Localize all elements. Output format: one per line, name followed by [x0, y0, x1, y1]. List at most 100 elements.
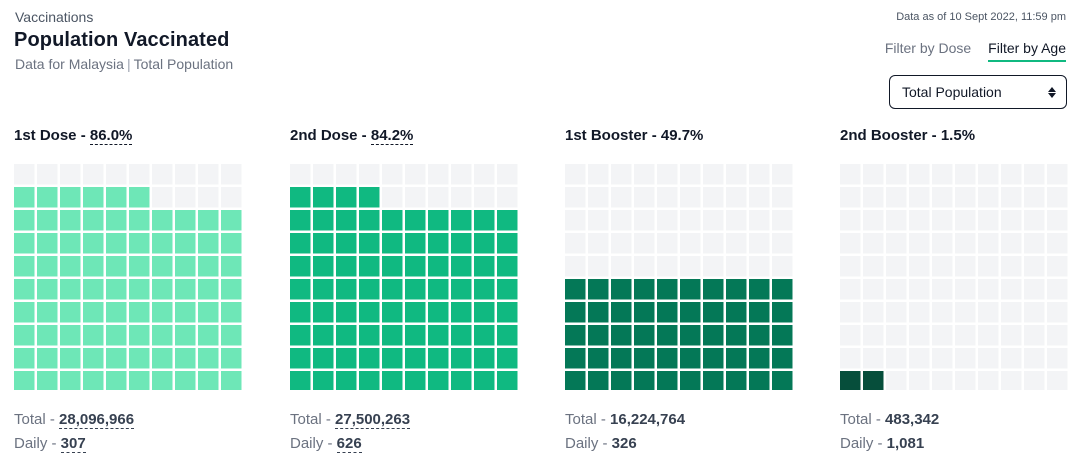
waffle-cell-empty: [1024, 325, 1045, 346]
dose-label: 1st Dose -: [14, 127, 90, 144]
waffle-cell-empty: [634, 187, 655, 208]
total-value: 483,342: [885, 411, 940, 428]
waffle-cell-empty: [657, 233, 678, 254]
total-label: Total -: [840, 411, 886, 428]
waffle-cell-filled: [152, 256, 173, 277]
waffle-cell-filled: [611, 348, 632, 369]
waffle-cell-filled: [290, 325, 311, 346]
waffle-cell-empty: [749, 187, 770, 208]
waffle-cell-empty: [863, 325, 884, 346]
waffle-cell-filled: [129, 187, 150, 208]
waffle-cell-empty: [428, 187, 449, 208]
waffle-cell-filled: [863, 371, 884, 390]
waffle-chart: [14, 164, 242, 390]
waffle-cell-empty: [1047, 325, 1068, 346]
waffle-cell-empty: [451, 187, 472, 208]
waffle-cell-empty: [1001, 348, 1022, 369]
waffle-cell-empty: [955, 233, 976, 254]
waffle-cell-filled: [14, 210, 35, 231]
waffle-cell-empty: [886, 233, 907, 254]
waffle-cell-empty: [863, 302, 884, 323]
waffle-cell-empty: [886, 164, 907, 185]
waffle-cell-empty: [772, 210, 793, 231]
waffle-cell-filled: [175, 256, 196, 277]
dose-percent[interactable]: 86.0%: [89, 127, 133, 145]
waffle-cell-filled: [198, 371, 219, 390]
waffle-cell-empty: [611, 187, 632, 208]
waffle-cell-filled: [359, 210, 380, 231]
waffle-cell-empty: [978, 348, 999, 369]
tab-filter-by-dose[interactable]: Filter by Dose: [884, 40, 972, 56]
waffle-cell-filled: [405, 371, 426, 390]
waffle-cell-empty: [863, 210, 884, 231]
waffle-cell-empty: [1047, 348, 1068, 369]
data-date: Data as of 10 Sept 2022, 11:59 pm: [896, 11, 1066, 23]
waffle-cell-empty: [978, 187, 999, 208]
daily-value[interactable]: 307: [60, 435, 86, 453]
waffle-cell-empty: [909, 164, 930, 185]
waffle-cell-filled: [726, 325, 747, 346]
population-select[interactable]: Total Population: [889, 75, 1067, 109]
waffle-cell-filled: [83, 233, 104, 254]
waffle-cell-empty: [1024, 233, 1045, 254]
waffle-cell-filled: [221, 348, 242, 369]
waffle-cell-empty: [497, 164, 518, 185]
waffle-cell-filled: [290, 233, 311, 254]
waffle-cell-filled: [680, 302, 701, 323]
daily-label: Daily -: [565, 435, 612, 452]
waffle-cell-filled: [726, 348, 747, 369]
waffle-cell-empty: [703, 187, 724, 208]
waffle-cell-empty: [1047, 164, 1068, 185]
waffle-cell-filled: [313, 210, 334, 231]
dose-panel-2nd-dose: 2nd Dose - 84.2% Total - 27,500,263 Dail…: [290, 127, 518, 453]
waffle-cell-empty: [565, 164, 586, 185]
waffle-cell-empty: [359, 164, 380, 185]
tab-filter-by-age[interactable]: Filter by Age: [988, 40, 1066, 62]
waffle-cell-filled: [60, 279, 81, 300]
page-title: Population Vaccinated: [14, 29, 230, 51]
waffle-cell-empty: [588, 187, 609, 208]
waffle-cell-empty: [840, 279, 861, 300]
waffle-cell-empty: [955, 348, 976, 369]
dose-percent[interactable]: 84.2%: [370, 127, 414, 145]
waffle-cell-filled: [359, 187, 380, 208]
waffle-cell-empty: [703, 256, 724, 277]
total-value[interactable]: 27,500,263: [335, 411, 411, 429]
waffle-cell-filled: [680, 279, 701, 300]
waffle-cell-empty: [680, 187, 701, 208]
dose-stats: Total - 28,096,966 Daily - 307: [14, 408, 135, 456]
waffle-cell-empty: [978, 210, 999, 231]
waffle-cell-filled: [198, 256, 219, 277]
waffle-cell-filled: [451, 256, 472, 277]
daily-value[interactable]: 626: [336, 435, 362, 453]
waffle-cell-empty: [60, 164, 81, 185]
waffle-cell-filled: [336, 187, 357, 208]
waffle-cell-empty: [221, 187, 242, 208]
waffle-cell-empty: [886, 256, 907, 277]
dose-panel-1st-booster: 1st Booster - 49.7% Total - 16,224,764 D…: [565, 127, 793, 452]
waffle-cell-filled: [152, 233, 173, 254]
waffle-cell-filled: [405, 348, 426, 369]
waffle-cell-empty: [382, 164, 403, 185]
waffle-cell-empty: [840, 302, 861, 323]
waffle-cell-filled: [313, 371, 334, 390]
waffle-cell-filled: [106, 302, 127, 323]
waffle-cell-filled: [703, 371, 724, 390]
waffle-cell-filled: [382, 233, 403, 254]
total-label: Total -: [14, 411, 60, 428]
waffle-cell-filled: [152, 279, 173, 300]
waffle-cell-empty: [680, 210, 701, 231]
waffle-cell-filled: [336, 233, 357, 254]
waffle-cell-empty: [886, 371, 907, 390]
filter-tabs: Filter by Dose Filter by Age: [885, 40, 1066, 62]
waffle-cell-empty: [405, 187, 426, 208]
dose-percent: 49.7%: [660, 127, 704, 144]
waffle-cell-empty: [14, 164, 35, 185]
waffle-cell-filled: [83, 256, 104, 277]
waffle-cell-filled: [336, 371, 357, 390]
waffle-cell-empty: [932, 233, 953, 254]
total-value[interactable]: 28,096,966: [59, 411, 135, 429]
dose-panel-2nd-booster: 2nd Booster - 1.5% Total - 483,342 Daily…: [840, 127, 1068, 452]
waffle-cell-empty: [772, 164, 793, 185]
waffle-cell-filled: [634, 279, 655, 300]
